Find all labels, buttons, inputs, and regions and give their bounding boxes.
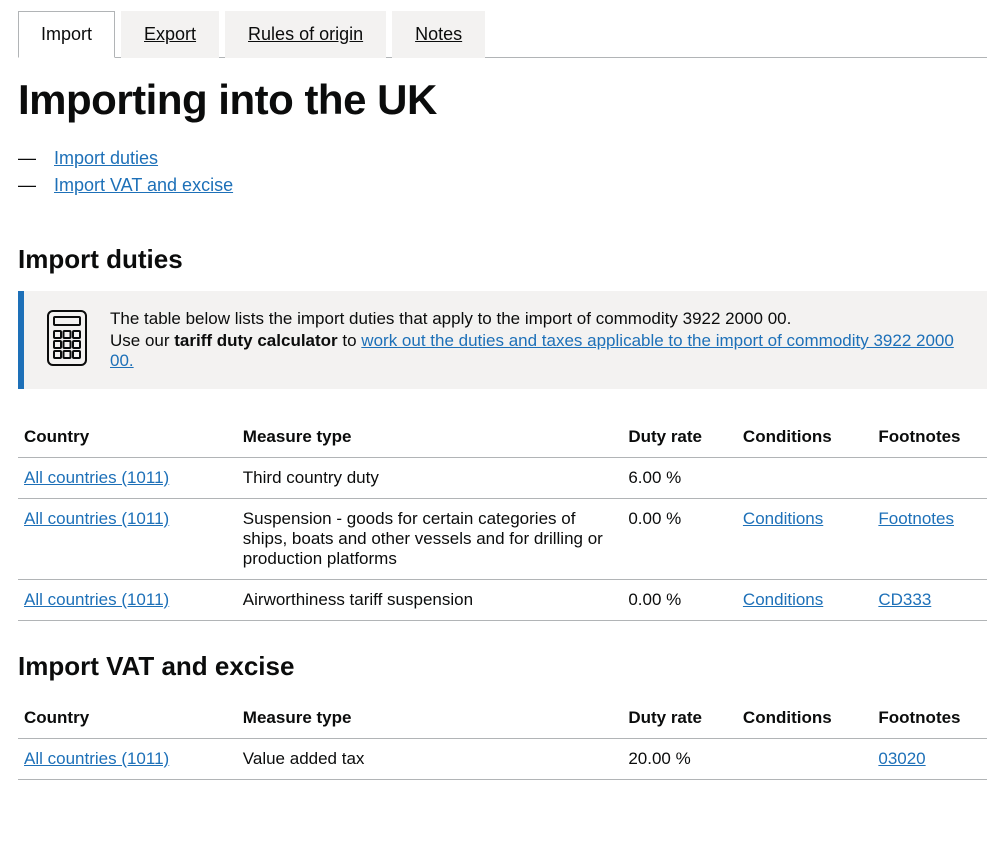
th-conditions: Conditions (737, 417, 872, 458)
anchor-link-list: — Import duties — Import VAT and excise (18, 148, 987, 196)
import-vat-heading: Import VAT and excise (18, 651, 987, 682)
footnotes-link[interactable]: 03020 (878, 749, 925, 768)
duty-cell: 0.00 % (622, 580, 737, 621)
conditions-cell (737, 458, 872, 499)
duty-cell: 20.00 % (622, 739, 737, 780)
th-country: Country (18, 698, 237, 739)
th-measure: Measure type (237, 698, 623, 739)
import-duties-table: Country Measure type Duty rate Condition… (18, 417, 987, 621)
tab-notes[interactable]: Notes (392, 11, 485, 58)
page-title: Importing into the UK (18, 76, 987, 124)
duty-cell: 0.00 % (622, 499, 737, 580)
th-country: Country (18, 417, 237, 458)
table-row: All countries (1011) Third country duty … (18, 458, 987, 499)
callout-line1-post: . (787, 309, 792, 328)
callout-line2-pre: Use our (110, 331, 174, 350)
th-measure: Measure type (237, 417, 623, 458)
list-dash: — (18, 175, 34, 196)
th-footnotes: Footnotes (872, 417, 987, 458)
footnotes-link[interactable]: Footnotes (878, 509, 954, 528)
table-row: All countries (1011) Airworthiness tarif… (18, 580, 987, 621)
measure-cell: Suspension - goods for certain categorie… (237, 499, 623, 580)
country-link[interactable]: All countries (1011) (24, 509, 169, 528)
anchor-link-import-duties[interactable]: Import duties (54, 148, 158, 169)
tab-bar: Import Export Rules of origin Notes (18, 10, 987, 58)
th-conditions: Conditions (737, 698, 872, 739)
measure-cell: Value added tax (237, 739, 623, 780)
table-row: All countries (1011) Value added tax 20.… (18, 739, 987, 780)
callout-commodity-code: 3922 2000 00 (683, 309, 787, 328)
th-footnotes: Footnotes (872, 698, 987, 739)
tab-rules-of-origin[interactable]: Rules of origin (225, 11, 386, 58)
measure-cell: Airworthiness tariff suspension (237, 580, 623, 621)
tab-import[interactable]: Import (18, 11, 115, 58)
duty-calculator-callout: The table below lists the import duties … (18, 291, 987, 389)
conditions-cell (737, 739, 872, 780)
callout-line1-pre: The table below lists the import duties … (110, 309, 683, 328)
country-link[interactable]: All countries (1011) (24, 468, 169, 487)
callout-line2-mid: to (338, 331, 362, 350)
measure-cell: Third country duty (237, 458, 623, 499)
th-duty: Duty rate (622, 417, 737, 458)
footnotes-cell (872, 458, 987, 499)
table-row: All countries (1011) Suspension - goods … (18, 499, 987, 580)
conditions-link[interactable]: Conditions (743, 509, 823, 528)
calculator-icon (46, 309, 88, 372)
callout-calculator-bold: tariff duty calculator (174, 331, 337, 350)
list-dash: — (18, 148, 34, 169)
import-duties-heading: Import duties (18, 244, 987, 275)
tab-export[interactable]: Export (121, 11, 219, 58)
callout-text: The table below lists the import duties … (110, 307, 965, 373)
import-vat-table: Country Measure type Duty rate Condition… (18, 698, 987, 780)
th-duty: Duty rate (622, 698, 737, 739)
anchor-link-import-vat[interactable]: Import VAT and excise (54, 175, 233, 196)
country-link[interactable]: All countries (1011) (24, 590, 169, 609)
footnotes-link[interactable]: CD333 (878, 590, 931, 609)
conditions-link[interactable]: Conditions (743, 590, 823, 609)
country-link[interactable]: All countries (1011) (24, 749, 169, 768)
duty-cell: 6.00 % (622, 458, 737, 499)
